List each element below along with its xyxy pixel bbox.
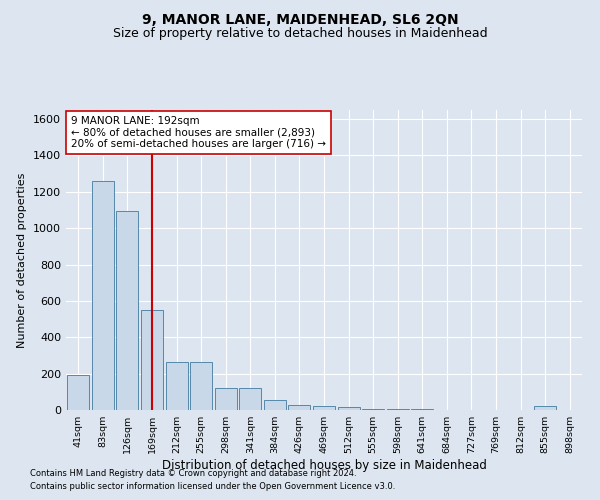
Bar [386,409,409,410]
Bar [362,409,384,410]
Bar [289,404,310,410]
Bar [92,181,114,410]
Text: 9 MANOR LANE: 192sqm
← 80% of detached houses are smaller (2,893)
20% of semi-de: 9 MANOR LANE: 192sqm ← 80% of detached h… [71,116,326,149]
X-axis label: Distribution of detached houses by size in Maidenhead: Distribution of detached houses by size … [161,459,487,472]
Bar [166,362,188,410]
Bar [338,408,359,410]
Text: Contains HM Land Registry data © Crown copyright and database right 2024.: Contains HM Land Registry data © Crown c… [30,468,356,477]
Bar [411,409,433,410]
Text: 9, MANOR LANE, MAIDENHEAD, SL6 2QN: 9, MANOR LANE, MAIDENHEAD, SL6 2QN [142,12,458,26]
Text: Size of property relative to detached houses in Maidenhead: Size of property relative to detached ho… [113,28,487,40]
Text: Contains public sector information licensed under the Open Government Licence v3: Contains public sector information licen… [30,482,395,491]
Bar [534,406,556,410]
Bar [67,374,89,410]
Bar [141,310,163,410]
Bar [239,388,262,410]
Bar [215,388,237,410]
Bar [264,400,286,410]
Bar [116,211,139,410]
Bar [313,406,335,410]
Y-axis label: Number of detached properties: Number of detached properties [17,172,28,348]
Bar [190,362,212,410]
